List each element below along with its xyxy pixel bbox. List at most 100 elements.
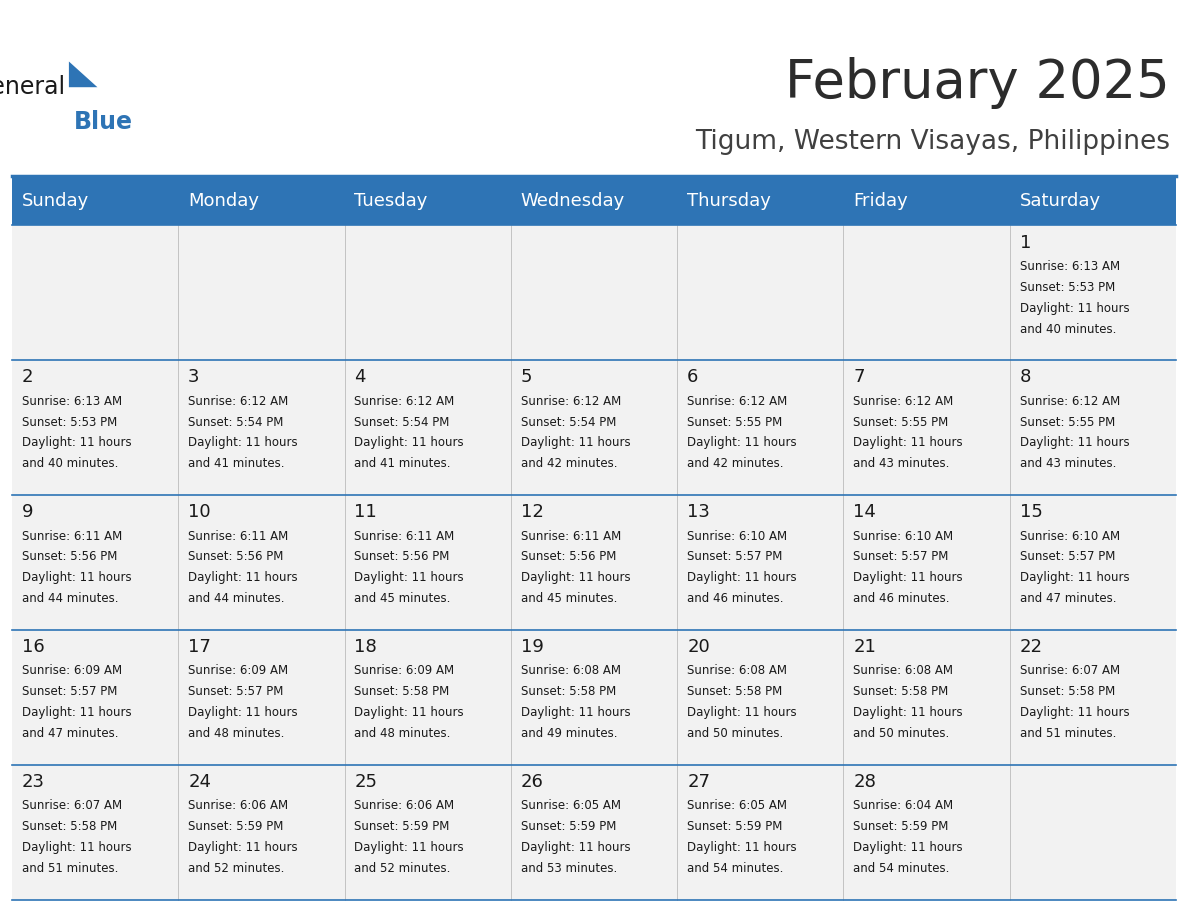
Text: Sunset: 5:53 PM: Sunset: 5:53 PM [21, 416, 118, 429]
Text: Daylight: 11 hours: Daylight: 11 hours [1019, 706, 1130, 719]
Text: Sunset: 5:58 PM: Sunset: 5:58 PM [520, 685, 617, 699]
Text: Sunset: 5:59 PM: Sunset: 5:59 PM [188, 820, 284, 834]
Bar [511, 360, 677, 495]
Text: Daylight: 11 hours: Daylight: 11 hours [354, 436, 465, 450]
Text: and 50 minutes.: and 50 minutes. [853, 727, 949, 740]
Text: 15: 15 [1019, 503, 1043, 521]
Text: Friday: Friday [853, 192, 908, 210]
Text: 22: 22 [1019, 638, 1043, 656]
Text: Daylight: 11 hours: Daylight: 11 hours [687, 571, 797, 585]
Text: Sunrise: 6:09 AM: Sunrise: 6:09 AM [21, 665, 122, 677]
Polygon shape [69, 62, 97, 87]
Text: 23: 23 [21, 773, 45, 791]
Text: Sunrise: 6:06 AM: Sunrise: 6:06 AM [354, 800, 455, 812]
Text: Daylight: 11 hours: Daylight: 11 hours [520, 436, 631, 450]
Text: Sunrise: 6:08 AM: Sunrise: 6:08 AM [520, 665, 621, 677]
Text: 7: 7 [853, 368, 865, 386]
Text: Sunset: 5:58 PM: Sunset: 5:58 PM [853, 685, 949, 699]
Text: 4: 4 [354, 368, 366, 386]
Text: Sunrise: 6:13 AM: Sunrise: 6:13 AM [1019, 260, 1120, 273]
Text: Daylight: 11 hours: Daylight: 11 hours [1019, 302, 1130, 315]
Text: Daylight: 11 hours: Daylight: 11 hours [520, 571, 631, 585]
Text: Sunrise: 6:12 AM: Sunrise: 6:12 AM [687, 395, 788, 408]
Text: and 44 minutes.: and 44 minutes. [188, 592, 285, 605]
Text: Daylight: 11 hours: Daylight: 11 hours [354, 571, 465, 585]
Text: Saturday: Saturday [1019, 192, 1101, 210]
Text: Daylight: 11 hours: Daylight: 11 hours [687, 706, 797, 719]
Text: Tigum, Western Visayas, Philippines: Tigum, Western Visayas, Philippines [695, 129, 1170, 155]
Text: and 53 minutes.: and 53 minutes. [520, 862, 617, 875]
Text: and 47 minutes.: and 47 minutes. [1019, 592, 1117, 605]
Text: and 42 minutes.: and 42 minutes. [687, 457, 784, 470]
Text: Sunset: 5:58 PM: Sunset: 5:58 PM [21, 820, 118, 834]
Text: Sunrise: 6:09 AM: Sunrise: 6:09 AM [354, 665, 455, 677]
Text: Sunset: 5:56 PM: Sunset: 5:56 PM [520, 551, 617, 564]
Bar [178, 226, 345, 360]
Text: 12: 12 [520, 503, 544, 521]
Text: and 45 minutes.: and 45 minutes. [354, 592, 451, 605]
Text: Sunrise: 6:06 AM: Sunrise: 6:06 AM [188, 800, 289, 812]
Text: 16: 16 [21, 638, 45, 656]
Text: Daylight: 11 hours: Daylight: 11 hours [21, 841, 132, 854]
Text: 13: 13 [687, 503, 710, 521]
Text: Sunset: 5:53 PM: Sunset: 5:53 PM [1019, 281, 1116, 294]
Text: and 41 minutes.: and 41 minutes. [188, 457, 285, 470]
Text: Sunrise: 6:07 AM: Sunrise: 6:07 AM [1019, 665, 1120, 677]
Text: 24: 24 [188, 773, 211, 791]
Text: Daylight: 11 hours: Daylight: 11 hours [1019, 571, 1130, 585]
Text: and 45 minutes.: and 45 minutes. [520, 592, 618, 605]
Bar [345, 765, 511, 900]
Text: and 43 minutes.: and 43 minutes. [853, 457, 950, 470]
Text: and 41 minutes.: and 41 minutes. [354, 457, 451, 470]
Bar [345, 226, 511, 360]
Text: Daylight: 11 hours: Daylight: 11 hours [188, 571, 298, 585]
Text: Daylight: 11 hours: Daylight: 11 hours [21, 436, 132, 450]
Text: 20: 20 [687, 638, 710, 656]
Bar [677, 360, 843, 495]
Text: Sunset: 5:56 PM: Sunset: 5:56 PM [354, 551, 450, 564]
Text: 27: 27 [687, 773, 710, 791]
Bar [1010, 495, 1176, 630]
Text: Sunrise: 6:12 AM: Sunrise: 6:12 AM [520, 395, 621, 408]
Text: and 50 minutes.: and 50 minutes. [687, 727, 783, 740]
Text: Sunset: 5:57 PM: Sunset: 5:57 PM [188, 685, 284, 699]
Text: Daylight: 11 hours: Daylight: 11 hours [853, 706, 963, 719]
Bar [677, 630, 843, 765]
Text: Sunrise: 6:11 AM: Sunrise: 6:11 AM [188, 530, 289, 543]
Text: 1: 1 [1019, 233, 1031, 252]
Bar [511, 765, 677, 900]
Text: and 42 minutes.: and 42 minutes. [520, 457, 618, 470]
Text: Sunset: 5:59 PM: Sunset: 5:59 PM [520, 820, 617, 834]
Bar [511, 630, 677, 765]
Bar [178, 630, 345, 765]
Text: Sunday: Sunday [21, 192, 89, 210]
Text: Sunrise: 6:05 AM: Sunrise: 6:05 AM [687, 800, 788, 812]
Text: 28: 28 [853, 773, 877, 791]
Bar [677, 495, 843, 630]
Text: Daylight: 11 hours: Daylight: 11 hours [188, 841, 298, 854]
Text: Sunset: 5:57 PM: Sunset: 5:57 PM [1019, 551, 1116, 564]
Text: Daylight: 11 hours: Daylight: 11 hours [354, 706, 465, 719]
Text: Sunset: 5:58 PM: Sunset: 5:58 PM [354, 685, 450, 699]
Text: Sunset: 5:59 PM: Sunset: 5:59 PM [354, 820, 450, 834]
Text: and 47 minutes.: and 47 minutes. [21, 727, 119, 740]
Text: Sunrise: 6:12 AM: Sunrise: 6:12 AM [1019, 395, 1120, 408]
Bar [843, 765, 1010, 900]
Text: 17: 17 [188, 638, 211, 656]
Text: Daylight: 11 hours: Daylight: 11 hours [188, 436, 298, 450]
Bar [12, 176, 1176, 226]
Text: Daylight: 11 hours: Daylight: 11 hours [21, 571, 132, 585]
Text: 6: 6 [687, 368, 699, 386]
Text: and 52 minutes.: and 52 minutes. [354, 862, 451, 875]
Bar [843, 495, 1010, 630]
Bar [12, 226, 178, 360]
Text: Sunrise: 6:05 AM: Sunrise: 6:05 AM [520, 800, 621, 812]
Text: Sunrise: 6:13 AM: Sunrise: 6:13 AM [21, 395, 122, 408]
Bar [677, 765, 843, 900]
Text: Sunset: 5:55 PM: Sunset: 5:55 PM [1019, 416, 1116, 429]
Text: Sunrise: 6:08 AM: Sunrise: 6:08 AM [687, 665, 788, 677]
Bar [178, 765, 345, 900]
Text: 14: 14 [853, 503, 877, 521]
Text: 8: 8 [1019, 368, 1031, 386]
Text: Daylight: 11 hours: Daylight: 11 hours [687, 841, 797, 854]
